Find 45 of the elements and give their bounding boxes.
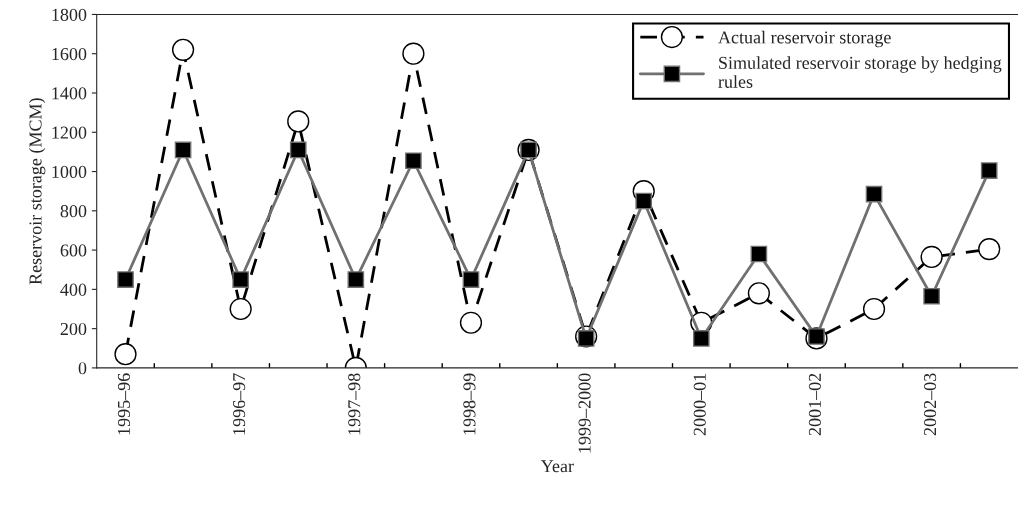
x-tick-label: 2001–02 (808, 373, 821, 436)
y-tick-label: 0 (78, 362, 87, 375)
point (171, 38, 195, 61)
legend-label: Simulated reservoir storage by hedging rules (718, 56, 1002, 88)
point (750, 245, 768, 263)
y-tick-label: 200 (60, 322, 87, 336)
point (289, 141, 307, 159)
point (635, 192, 653, 210)
point (865, 185, 883, 203)
x-tick-label: 1997–98 (348, 373, 361, 435)
x-tick-label: 1996–97 (233, 373, 246, 435)
point (229, 297, 252, 321)
x-tick-label: 1999–2000 (578, 373, 591, 453)
point (402, 42, 425, 65)
point (347, 271, 365, 288)
point (174, 141, 192, 159)
point (117, 271, 134, 288)
point (747, 282, 770, 305)
y-tick-label: 1800 (52, 8, 87, 21)
point (114, 343, 137, 366)
point (287, 110, 310, 133)
y-tick-label: 1600 (52, 47, 87, 61)
point (923, 287, 940, 305)
point (462, 271, 480, 288)
y-tick-label: 800 (60, 205, 87, 218)
point (459, 311, 483, 334)
y-axis-title: Reservoir storage (MCM) (28, 98, 46, 285)
point (405, 152, 422, 170)
x-tick-label: 1998–99 (463, 373, 476, 435)
point (692, 330, 710, 347)
point (920, 245, 943, 269)
x-axis-title: Year (540, 460, 574, 473)
point (980, 162, 998, 179)
y-tick-label: 1200 (52, 126, 87, 139)
x-tick-label: 1995–96 (117, 373, 131, 435)
legend-label: Actual reservoir storage (718, 30, 891, 48)
y-tick-label: 400 (60, 283, 87, 296)
point (862, 297, 886, 321)
point (978, 237, 1001, 261)
y-tick-label: 1400 (52, 87, 87, 100)
y-tick-label: 600 (60, 244, 87, 257)
point (232, 271, 249, 288)
y-tick-label: 1000 (52, 165, 87, 178)
x-tick-label: 2002–03 (923, 373, 937, 436)
x-tick-label: 2000–01 (693, 373, 706, 436)
